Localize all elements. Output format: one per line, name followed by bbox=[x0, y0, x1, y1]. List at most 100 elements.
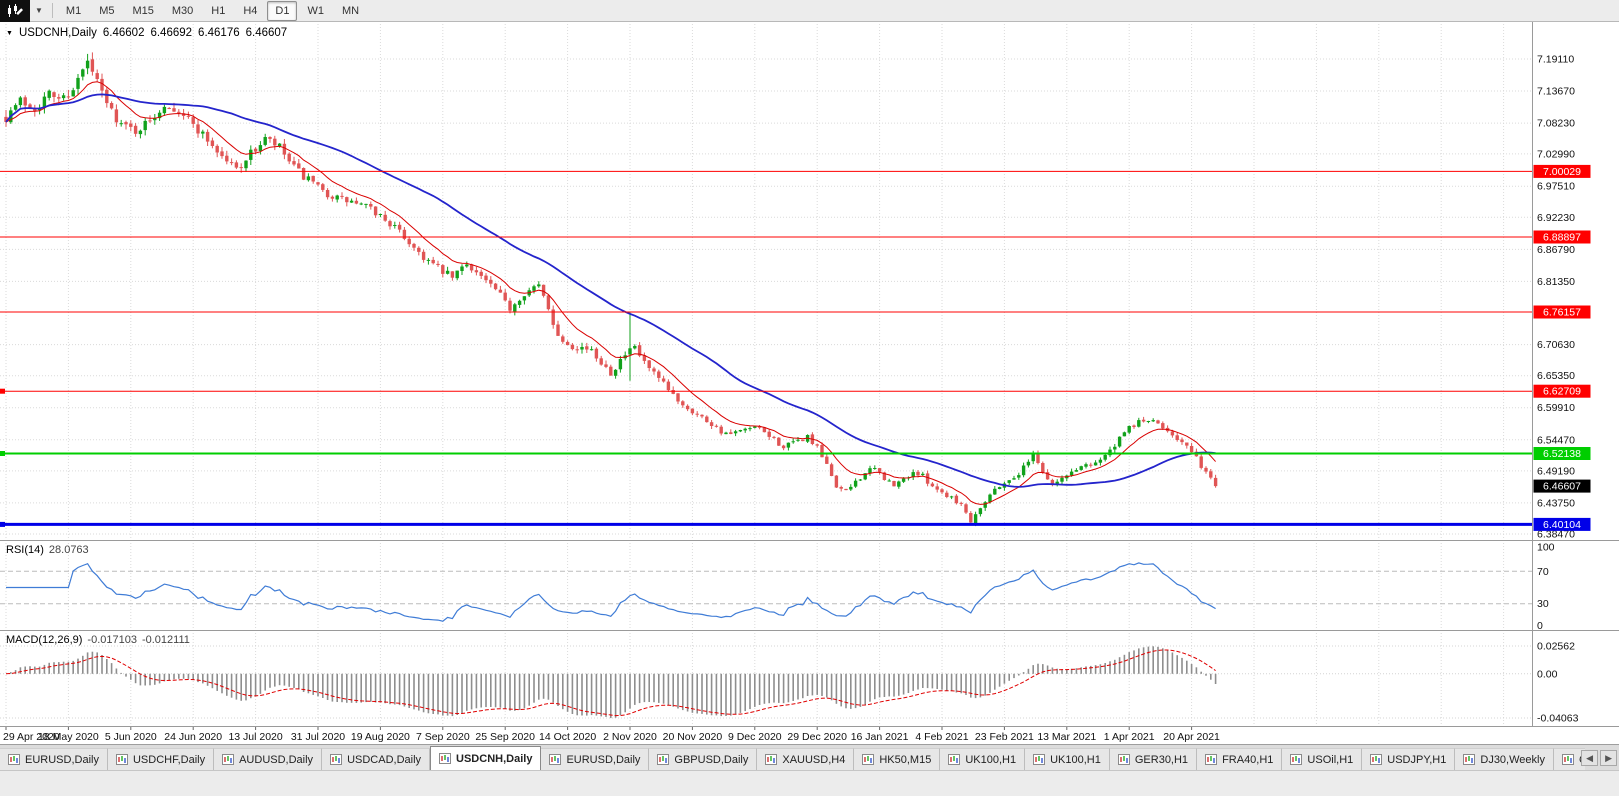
svg-text:7.00029: 7.00029 bbox=[1543, 166, 1581, 178]
svg-text:19 Aug 2020: 19 Aug 2020 bbox=[351, 731, 410, 743]
ohlc-low: 6.46176 bbox=[198, 27, 240, 39]
chart-icon bbox=[1370, 754, 1383, 765]
window-tab-usdcnh[interactable]: USDCNH,Daily bbox=[430, 746, 542, 770]
timeframe-button-h1[interactable]: H1 bbox=[211, 4, 226, 17]
rsi-indicator-name: RSI(14) bbox=[6, 544, 44, 556]
svg-text:13 Mar 2021: 13 Mar 2021 bbox=[1037, 731, 1096, 743]
svg-text:7.02990: 7.02990 bbox=[1537, 148, 1575, 160]
window-tab-uk100[interactable]: UK100,H1 bbox=[1025, 748, 1110, 770]
chart-icon bbox=[330, 754, 343, 765]
chart-icon bbox=[1117, 754, 1130, 765]
macd-main-value: -0.017103 bbox=[87, 634, 137, 646]
svg-text:25 Sep 2020: 25 Sep 2020 bbox=[475, 731, 535, 743]
window-tabs-row: EURUSD,Daily USDCHF,Daily AUDUSD,Daily USDC… bbox=[0, 745, 1585, 770]
svg-text:18 May 2020: 18 May 2020 bbox=[38, 731, 99, 743]
toolbar: ▼ M1 M5 M15 M30 H1 H4 D1 W1 MN bbox=[0, 0, 1619, 22]
svg-text:7.08230: 7.08230 bbox=[1537, 118, 1575, 130]
app-logo bbox=[0, 0, 30, 22]
window-tab-usdchf[interactable]: USDCHF,Daily bbox=[107, 748, 215, 770]
svg-text:20 Apr 2021: 20 Apr 2021 bbox=[1163, 731, 1220, 743]
window-tabs-bar: EURUSD,Daily USDCHF,Daily AUDUSD,Daily USDC… bbox=[0, 744, 1619, 770]
svg-text:29 Apr 2020: 29 Apr 2020 bbox=[3, 731, 60, 743]
chart-icon bbox=[1561, 754, 1574, 765]
window-tab-eurusd[interactable]: EURUSD,Daily bbox=[541, 748, 650, 770]
svg-text:14 Oct 2020: 14 Oct 2020 bbox=[539, 731, 596, 743]
svg-text:6.70630: 6.70630 bbox=[1537, 339, 1575, 351]
timeframe-button-d1[interactable]: D1 bbox=[267, 0, 298, 21]
svg-text:6.59910: 6.59910 bbox=[1537, 402, 1575, 414]
svg-text:6.54470: 6.54470 bbox=[1537, 434, 1575, 446]
svg-text:20 Nov 2020: 20 Nov 2020 bbox=[663, 731, 723, 743]
svg-text:23 Feb 2021: 23 Feb 2021 bbox=[975, 731, 1034, 743]
timeframe-button-group: M1 M5 M15 M30 H1 H4 D1 W1 MN bbox=[57, 0, 368, 21]
toolbar-separator bbox=[51, 3, 53, 18]
chart-icon bbox=[765, 754, 778, 765]
timeframe-button-m1[interactable]: M1 bbox=[65, 4, 82, 17]
timeframe-button-m5[interactable]: M5 bbox=[99, 4, 115, 17]
timeframe-button-m15[interactable]: M15 bbox=[132, 4, 154, 17]
svg-text:6.52138: 6.52138 bbox=[1543, 448, 1581, 460]
candlestick-chart-icon bbox=[8, 3, 23, 17]
timeframe-button-w1[interactable]: W1 bbox=[307, 4, 324, 17]
window-tab-eurusd[interactable]: EURUSD,Daily bbox=[0, 748, 108, 770]
timeframe-button-h4[interactable]: H4 bbox=[243, 4, 258, 17]
svg-text:6.38470: 6.38470 bbox=[1537, 529, 1575, 541]
chart-icon bbox=[1463, 754, 1476, 765]
svg-text:6.88897: 6.88897 bbox=[1543, 232, 1581, 244]
window-tab-usdjpy[interactable]: USDJPY,H1 bbox=[1362, 748, 1456, 770]
window-tab-ger30[interactable]: GER30,H1 bbox=[1109, 748, 1198, 770]
svg-text:16 Jan 2021: 16 Jan 2021 bbox=[851, 731, 909, 743]
svg-text:70: 70 bbox=[1537, 566, 1549, 578]
chart-icon bbox=[115, 754, 128, 765]
svg-text:9 Dec 2020: 9 Dec 2020 bbox=[728, 731, 782, 743]
svg-text:0.00: 0.00 bbox=[1537, 668, 1558, 680]
ohlc-close: 6.46607 bbox=[245, 27, 288, 39]
svg-text:13 Jul 2020: 13 Jul 2020 bbox=[228, 731, 282, 743]
tab-scroll-buttons: ◀ ▶ bbox=[1581, 750, 1617, 766]
window-tab-audusd[interactable]: AUDUSD,Daily bbox=[214, 748, 323, 770]
window-tab-uk100[interactable]: UK100,H1 bbox=[940, 748, 1026, 770]
chart-menu-arrow-icon[interactable]: ▼ bbox=[6, 29, 13, 37]
window-tab-usoil[interactable]: USOil,H1 bbox=[1282, 748, 1363, 770]
svg-text:6.49190: 6.49190 bbox=[1537, 465, 1575, 477]
svg-text:7.19110: 7.19110 bbox=[1537, 54, 1574, 66]
chart-icon bbox=[549, 754, 562, 765]
svg-text:6.76157: 6.76157 bbox=[1543, 307, 1581, 319]
rsi-indicator-value: 28.0763 bbox=[48, 544, 89, 556]
svg-text:6.43750: 6.43750 bbox=[1537, 497, 1575, 509]
chart-icon bbox=[8, 754, 20, 765]
svg-text:6.81350: 6.81350 bbox=[1537, 276, 1575, 288]
macd-signal-value: -0.012111 bbox=[141, 634, 190, 646]
status-bar bbox=[0, 770, 1619, 796]
svg-text:6.46607: 6.46607 bbox=[1543, 481, 1581, 493]
macd-indicator-name: MACD(12,26,9) bbox=[6, 634, 83, 646]
timeframe-button-m30[interactable]: M30 bbox=[171, 4, 194, 17]
chart-ohlc-header: ▼ USDCNH,Daily 6.46602 6.46692 6.46176 6… bbox=[6, 27, 287, 39]
svg-text:6.40104: 6.40104 bbox=[1543, 519, 1581, 531]
svg-text:31 Jul 2020: 31 Jul 2020 bbox=[291, 731, 345, 743]
window-tab-usdcad[interactable]: USDCAD,Daily bbox=[322, 748, 431, 770]
chart-type-dropdown-icon[interactable]: ▼ bbox=[35, 6, 43, 15]
window-tab-gbpusd[interactable]: GBPUSD,Daily bbox=[649, 748, 758, 770]
svg-text:4 Feb 2021: 4 Feb 2021 bbox=[915, 731, 968, 743]
svg-text:30: 30 bbox=[1537, 598, 1549, 610]
window-tab-fra40[interactable]: FRA40,H1 bbox=[1197, 748, 1283, 770]
svg-text:7 Sep 2020: 7 Sep 2020 bbox=[416, 731, 470, 743]
chart-icon bbox=[1033, 754, 1046, 765]
window-tab-dj30[interactable]: DJ30,Weekly bbox=[1455, 748, 1554, 770]
svg-text:5 Jun 2020: 5 Jun 2020 bbox=[105, 731, 157, 743]
svg-text:29 Dec 2020: 29 Dec 2020 bbox=[787, 731, 847, 743]
window-tab-hk50[interactable]: HK50,M15 bbox=[854, 748, 941, 770]
ohlc-high: 6.46692 bbox=[150, 27, 193, 39]
tab-scroll-left-icon[interactable]: ◀ bbox=[1581, 750, 1599, 766]
svg-text:6.97510: 6.97510 bbox=[1537, 181, 1575, 193]
svg-text:2 Nov 2020: 2 Nov 2020 bbox=[603, 731, 657, 743]
chart-icon bbox=[1205, 754, 1218, 765]
svg-text:6.86790: 6.86790 bbox=[1537, 244, 1575, 256]
tab-scroll-right-icon[interactable]: ▶ bbox=[1600, 750, 1617, 766]
timeframe-button-mn[interactable]: MN bbox=[341, 4, 360, 17]
svg-text:0: 0 bbox=[1537, 620, 1543, 632]
window-tab-xauusd[interactable]: XAUUSD,H4 bbox=[757, 748, 855, 770]
